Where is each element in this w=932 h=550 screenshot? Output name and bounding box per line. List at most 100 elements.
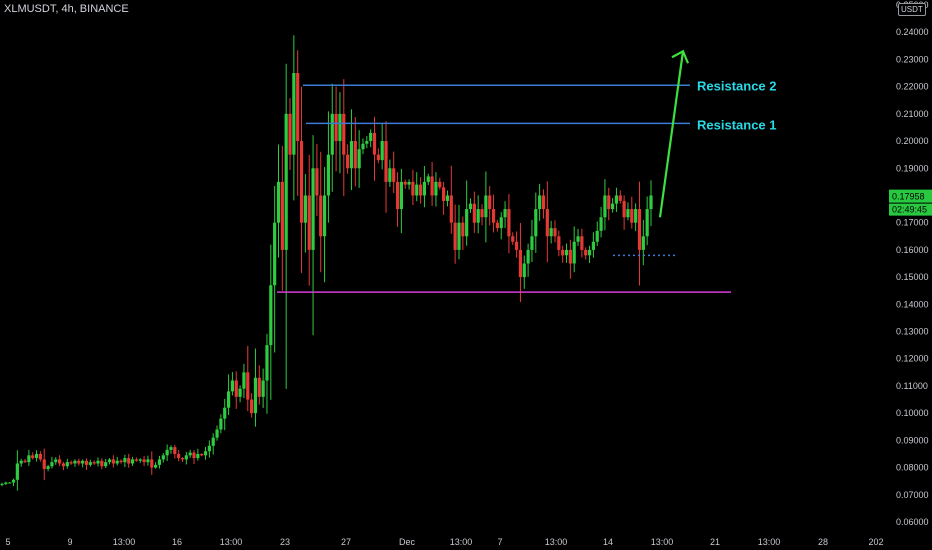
candle-body — [127, 458, 131, 464]
candle-body — [426, 176, 430, 182]
candle-body — [11, 479, 16, 483]
candle-body — [599, 217, 603, 231]
y-tick-label: 0.19000 — [896, 163, 929, 173]
currency-badge[interactable]: USDT — [898, 3, 926, 16]
y-tick-label: 0.13000 — [896, 327, 929, 337]
candle-body — [280, 181, 284, 250]
candle-body — [154, 464, 158, 468]
candle-body — [403, 181, 407, 185]
candle-body — [630, 209, 634, 223]
candle-body — [468, 203, 473, 210]
candle-body — [146, 459, 150, 463]
y-tick-label: 0.14000 — [896, 299, 929, 309]
candle-body — [234, 380, 238, 397]
candle-body — [607, 195, 611, 210]
candle-body — [514, 241, 519, 250]
candle-body — [472, 203, 476, 223]
candle-body — [34, 453, 39, 459]
candle-body — [100, 460, 104, 467]
candle-body — [407, 181, 411, 185]
candle-body — [165, 449, 169, 456]
candle-body — [150, 459, 154, 468]
candle-body — [384, 141, 388, 182]
symbol-header: XLMUSDT, 4h, BINANCE — [4, 3, 129, 15]
candle-body — [307, 195, 311, 250]
candle-body — [380, 141, 384, 161]
resistance-2-label: Resistance 2 — [697, 78, 777, 93]
candle-body — [584, 249, 588, 256]
x-tick-label: 28 — [818, 537, 828, 547]
candle-body — [541, 195, 546, 210]
candle-body — [107, 459, 112, 463]
candle-body — [326, 154, 331, 196]
candle-body — [188, 452, 192, 456]
candle-body — [119, 460, 123, 463]
candle-body — [480, 209, 484, 218]
price-axis[interactable]: 0.250000.240000.230000.220000.210000.200… — [896, 0, 929, 527]
candle-body — [649, 195, 653, 210]
x-tick-label: 13:00 — [450, 537, 473, 547]
candle-body — [530, 236, 534, 250]
candle-body — [580, 236, 584, 250]
candle-body — [8, 482, 12, 484]
candle-body — [503, 209, 507, 218]
candle-body — [273, 222, 277, 286]
candle-body — [495, 222, 499, 229]
y-tick-label: 0.24000 — [896, 27, 929, 37]
candle-body — [27, 455, 31, 463]
time-axis[interactable]: 5 9 13:00 16 13:00 23 27 Dec 13:00 7 13:00 14 13:00 2… — [5, 537, 883, 547]
candle-body — [265, 345, 269, 381]
candle-body — [253, 377, 258, 414]
candle-body — [311, 168, 315, 250]
x-tick-label: 27 — [341, 537, 351, 547]
x-tick-label: 202 — [868, 537, 883, 547]
candle-body — [626, 209, 630, 218]
candle-body — [77, 460, 81, 464]
candle-body — [192, 452, 196, 459]
candle-body — [157, 459, 162, 465]
candle-body — [372, 132, 377, 155]
candle-body — [430, 176, 434, 196]
y-tick-label: 0.06000 — [896, 517, 929, 527]
candle-body — [73, 460, 77, 464]
candle-body — [614, 195, 619, 204]
candle-body — [549, 228, 553, 237]
candle-body — [442, 187, 446, 201]
candle-body — [399, 181, 403, 210]
candle-body — [180, 458, 185, 460]
candle-body — [511, 236, 515, 242]
candle-body — [338, 113, 342, 142]
candle-body — [353, 141, 357, 169]
candle-body — [54, 459, 58, 463]
y-tick-label: 0.20000 — [896, 136, 929, 146]
x-tick-label: 21 — [710, 537, 720, 547]
candle-body — [288, 113, 292, 155]
candle-body — [177, 453, 181, 459]
candle-body — [81, 460, 85, 464]
candle-body — [292, 73, 296, 155]
candle-body — [330, 113, 334, 155]
candle-body — [618, 195, 622, 201]
candle-body — [230, 380, 235, 392]
candle-body — [226, 391, 231, 408]
candle-body — [238, 388, 242, 397]
candle-body — [196, 453, 200, 459]
projection-arrow-shaft — [658, 51, 685, 218]
candle-body — [392, 168, 396, 182]
y-tick-label: 0.17000 — [896, 218, 929, 228]
candle-body — [346, 154, 350, 169]
candle-body — [538, 195, 542, 210]
candle-body — [484, 195, 488, 218]
candle-body — [395, 181, 400, 210]
candle-body — [130, 459, 135, 464]
candle-body — [184, 455, 188, 460]
candle-body — [522, 263, 526, 278]
candle-body — [369, 132, 373, 142]
candle-body — [534, 209, 538, 237]
candle-body — [557, 236, 561, 250]
candle-body — [23, 460, 27, 463]
candle-body — [207, 445, 211, 452]
candle-body — [38, 453, 43, 460]
candle-body — [31, 455, 35, 459]
